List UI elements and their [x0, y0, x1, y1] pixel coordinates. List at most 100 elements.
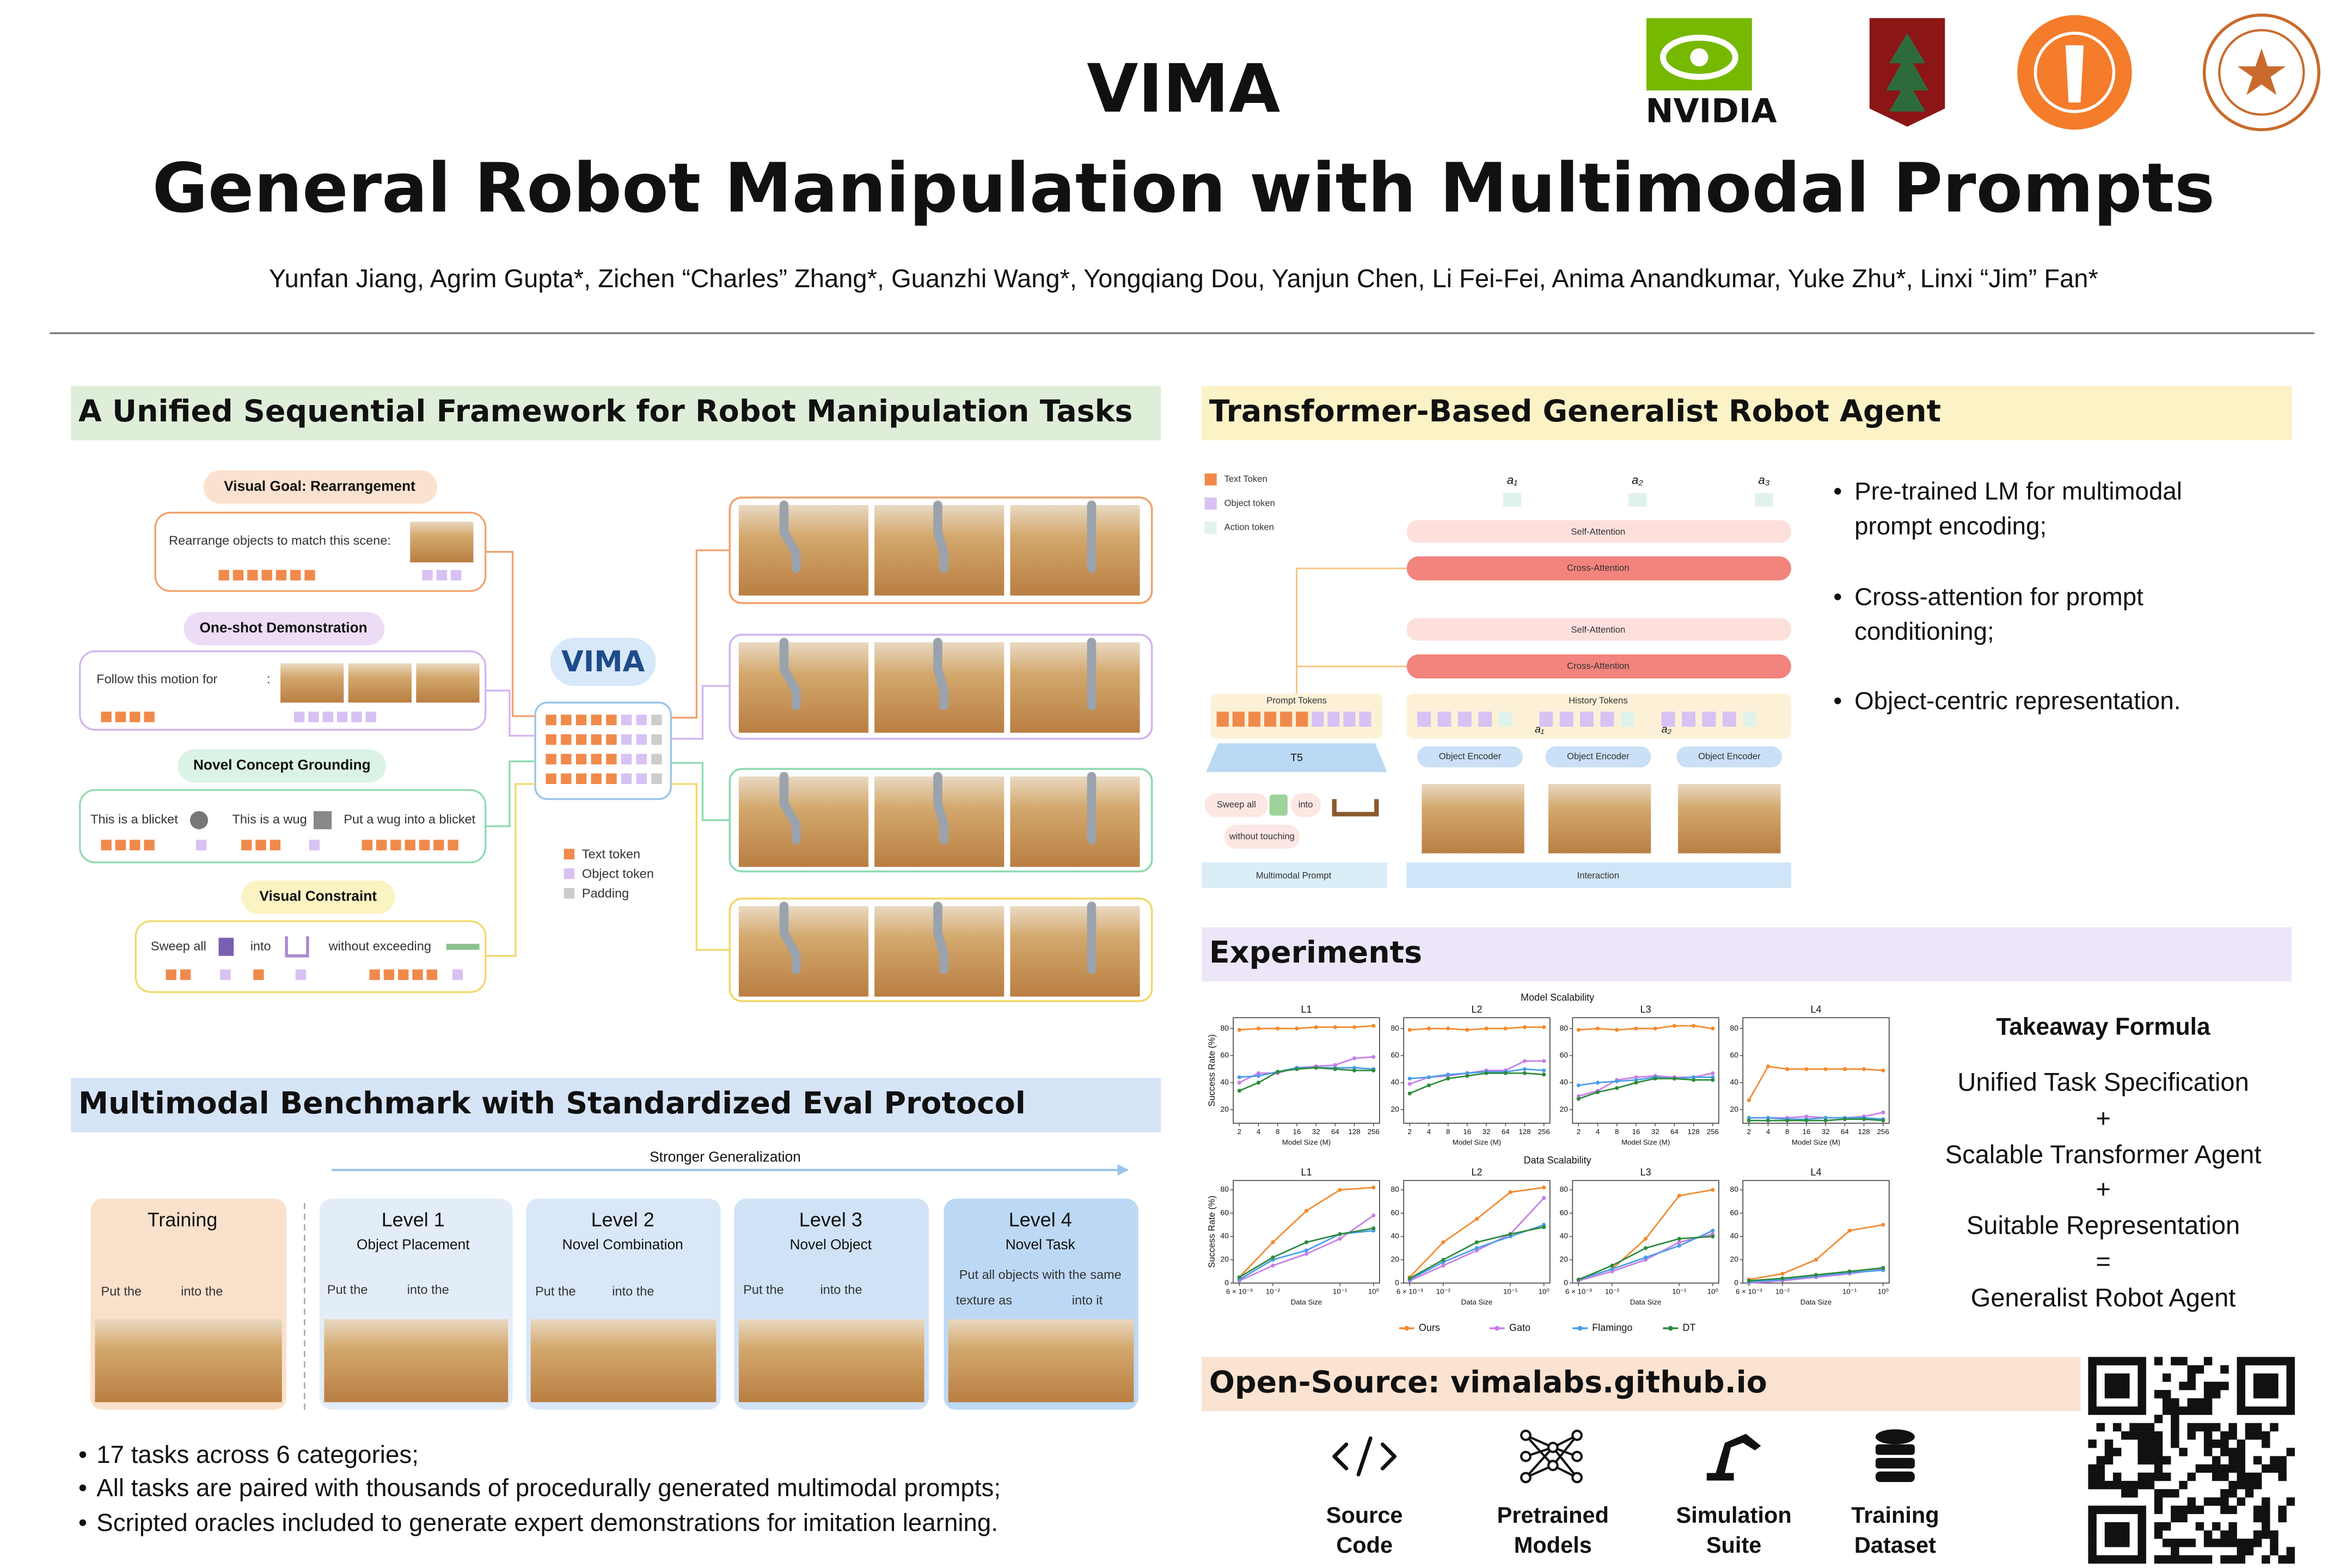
qr-module: [2179, 1406, 2188, 1415]
qr-module: [2203, 1497, 2213, 1506]
qr-module: [2154, 1505, 2163, 1514]
x-tick-label: 4: [1766, 1128, 1770, 1136]
qr-module: [2220, 1365, 2229, 1374]
qr-code[interactable]: [2088, 1357, 2295, 1564]
token: [275, 569, 287, 581]
panel-prompt: Put the: [101, 1284, 142, 1298]
x-axis-label: Data Size: [1461, 1298, 1493, 1306]
token: [365, 712, 376, 722]
x-tick-label: 128: [1858, 1128, 1870, 1136]
token: [196, 840, 207, 850]
footer-bar: [1202, 862, 1387, 889]
point: [1847, 1269, 1852, 1273]
point: [1407, 1082, 1412, 1086]
pill: [183, 612, 385, 646]
qr-module: [2245, 1423, 2254, 1432]
layer: [1406, 556, 1791, 581]
point: [1271, 1240, 1275, 1245]
qr-module: [2212, 1539, 2221, 1547]
qr-module: [2203, 1440, 2213, 1448]
qr-module: [2104, 1522, 2114, 1531]
pill: [177, 749, 386, 783]
point: [1542, 1068, 1546, 1073]
section-title: Transformer-Based Generalist Robot Agent: [1209, 394, 1941, 429]
takeaway-line: Unified Task Specification: [1957, 1068, 2249, 1097]
point: [1711, 1187, 1715, 1192]
y-tick-label: 60: [1560, 1050, 1569, 1059]
panel-prompt: Put the: [327, 1283, 368, 1297]
prompt-word: into: [1298, 799, 1313, 810]
panel-title: Level 4: [1009, 1209, 1072, 1231]
qr-module: [2286, 1547, 2295, 1555]
point: [1634, 1080, 1638, 1085]
qr-module: [2121, 1373, 2130, 1382]
encoder-label: Object Encoder: [1439, 751, 1502, 762]
qr-module: [2129, 1555, 2138, 1564]
qr-module: [2195, 1505, 2204, 1514]
qr-module: [2270, 1456, 2278, 1465]
qr-module: [2088, 1464, 2097, 1473]
qr-module: [2203, 1530, 2213, 1539]
qr-module: [2237, 1406, 2245, 1415]
qr-module: [2088, 1555, 2097, 1564]
qr-module: [2228, 1464, 2237, 1473]
point: [1465, 1071, 1469, 1075]
qr-module: [2137, 1505, 2146, 1514]
connector: [1296, 567, 1407, 694]
point: [1276, 1070, 1280, 1074]
token: [1437, 712, 1451, 727]
qr-module: [2253, 1480, 2262, 1490]
qr-module: [2187, 1539, 2196, 1547]
qr-module: [2137, 1365, 2146, 1374]
takeaway-line: +: [2096, 1104, 2110, 1132]
qr-module: [2245, 1472, 2254, 1481]
token: [1755, 493, 1773, 507]
panel-prompt: Put all objects with the same: [959, 1267, 1122, 1282]
x-axis-label: Model Size (M): [1621, 1138, 1670, 1147]
photo: [530, 1319, 716, 1402]
qr-module: [2253, 1431, 2262, 1440]
x-tick-label: 2: [1577, 1128, 1581, 1136]
qr-module: [2286, 1398, 2295, 1407]
qr-module: [2171, 1547, 2179, 1555]
point: [1271, 1263, 1275, 1268]
token: [651, 734, 662, 745]
prompt-text: Rearrange objects to match this scene:: [169, 533, 391, 547]
qr-module: [2286, 1555, 2295, 1564]
token: [422, 569, 433, 581]
qr-module: [2137, 1472, 2146, 1481]
qr-module: [2137, 1522, 2146, 1531]
qr-module: [2096, 1505, 2105, 1514]
point: [1446, 1026, 1450, 1031]
token: [426, 969, 438, 980]
qr-module: [2137, 1373, 2146, 1382]
y-tick-label: 0: [1224, 1278, 1229, 1287]
point: [1881, 1068, 1885, 1073]
qr-module: [2146, 1456, 2155, 1465]
qr-module: [2171, 1398, 2179, 1407]
x-tick-label: 256: [1538, 1128, 1550, 1136]
qr-module: [2228, 1555, 2237, 1564]
bullet-text: conditioning;: [1854, 617, 1994, 645]
qr-module: [2112, 1423, 2122, 1432]
point: [1371, 1068, 1376, 1073]
point: [1338, 1187, 1342, 1192]
qr-module: [2245, 1480, 2254, 1490]
qr-module: [2195, 1423, 2204, 1432]
point: [1352, 1068, 1357, 1073]
bullet-text: Pre-trained LM for multimodal: [1854, 477, 2182, 505]
point: [1237, 1027, 1241, 1032]
token: [1559, 712, 1573, 727]
qr-module: [2187, 1381, 2196, 1391]
qr-module: [2220, 1555, 2229, 1564]
qr-module: [2253, 1373, 2262, 1382]
qr-module: [2171, 1431, 2179, 1440]
qr-module: [2187, 1431, 2196, 1440]
resource-label: Models: [1514, 1532, 1592, 1558]
legend-label: Text token: [582, 847, 640, 861]
point: [1371, 1185, 1376, 1190]
point: [1804, 1118, 1809, 1123]
qr-module: [2154, 1497, 2163, 1506]
panel-prompt: Put the: [743, 1283, 784, 1297]
point: [1881, 1118, 1885, 1123]
